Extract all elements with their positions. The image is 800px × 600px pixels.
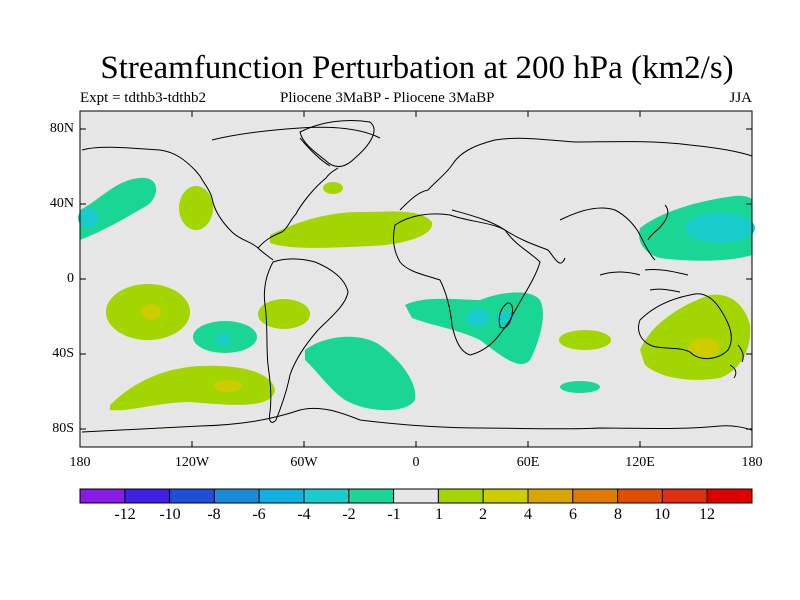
lat-label-40s: 40S bbox=[52, 346, 74, 361]
anomaly-south-pacific-core bbox=[215, 334, 231, 344]
colorbar-label: 8 bbox=[614, 506, 622, 523]
colorbar-swatch bbox=[303, 488, 350, 504]
experiment-label: Expt = tdthb3-tdthb2 bbox=[80, 90, 206, 106]
coastlines bbox=[81, 119, 753, 433]
lat-label-80s: 80S bbox=[52, 421, 74, 436]
anomaly-australia-core bbox=[688, 338, 720, 358]
anomaly-east-pacific-core bbox=[141, 304, 161, 320]
colorbar-swatch bbox=[213, 488, 260, 504]
anomaly-south-indian-positive bbox=[559, 330, 611, 350]
anomaly-fields bbox=[78, 177, 755, 411]
lon-label-120w: 120W bbox=[174, 455, 210, 470]
colorbar-swatch bbox=[393, 488, 439, 504]
coast-north-america bbox=[81, 126, 381, 261]
coast-indonesia bbox=[599, 269, 689, 293]
anomaly-north-pacific-core bbox=[78, 208, 98, 228]
colorbar-swatch bbox=[169, 488, 215, 504]
coast-south-america bbox=[263, 258, 349, 423]
coast-madagascar bbox=[498, 302, 513, 329]
colorbar-label: 4 bbox=[524, 506, 532, 523]
anomaly-west-pacific-core bbox=[685, 213, 755, 243]
anomaly-south-indian-negative bbox=[560, 381, 600, 393]
colorbar-swatch bbox=[527, 488, 574, 504]
season-label: JJA bbox=[729, 90, 752, 106]
colorbar-swatch bbox=[124, 488, 171, 504]
colorbar-swatch bbox=[348, 488, 395, 504]
colorbar-swatch bbox=[706, 488, 753, 504]
anomaly-australia bbox=[640, 294, 751, 380]
period-label: Pliocene 3MaBP - Pliocene 3MaBP bbox=[280, 90, 495, 106]
coast-africa bbox=[392, 213, 541, 356]
anomaly-south-atlantic bbox=[305, 336, 416, 411]
colorbar-swatch bbox=[482, 488, 529, 504]
colorbar-label: 12 bbox=[699, 506, 715, 523]
colorbar-swatch bbox=[437, 488, 484, 504]
colorbar-swatch bbox=[572, 488, 619, 504]
lat-tick-marks bbox=[80, 128, 752, 430]
anomaly-indian-ocean bbox=[405, 292, 543, 365]
colorbar-label: 10 bbox=[654, 506, 670, 523]
colorbar-swatch bbox=[661, 488, 708, 504]
colorbar-label: -10 bbox=[159, 506, 181, 523]
anomaly-southern-pacific-core bbox=[214, 380, 242, 392]
colorbar-label: -2 bbox=[342, 506, 356, 523]
lon-label-0: 0 bbox=[412, 455, 420, 470]
colorbar-label: 2 bbox=[479, 506, 487, 523]
colorbar-swatch bbox=[258, 488, 305, 504]
lon-label-180e: 180 bbox=[741, 455, 763, 470]
anomaly-indian-ocean-core bbox=[466, 309, 490, 327]
anomaly-tropical-atlantic bbox=[270, 211, 433, 248]
lon-label-120e: 120E bbox=[625, 455, 655, 470]
coast-japan bbox=[647, 204, 669, 241]
lat-label-40n: 40N bbox=[49, 196, 74, 211]
colorbar-label: -1 bbox=[387, 506, 401, 523]
colorbar bbox=[79, 488, 753, 504]
anomaly-south-america bbox=[258, 299, 310, 329]
colorbar-label: 6 bbox=[569, 506, 577, 523]
colorbar-label: -12 bbox=[114, 506, 136, 523]
colorbar-label: -8 bbox=[207, 506, 221, 523]
coast-eurasia bbox=[399, 137, 753, 264]
lon-label-60e: 60E bbox=[516, 455, 540, 470]
colorbar-swatch bbox=[79, 488, 126, 504]
lon-label-60w: 60W bbox=[290, 455, 318, 470]
lat-label-0: 0 bbox=[67, 271, 74, 286]
colorbar-label: -4 bbox=[297, 506, 311, 523]
coast-australia bbox=[637, 293, 732, 359]
anomaly-north-pacific bbox=[80, 177, 157, 240]
coast-greenland bbox=[299, 119, 375, 167]
coast-new-zealand bbox=[729, 344, 744, 379]
lon-label-180w: 180 bbox=[69, 455, 91, 470]
lat-label-80n: 80N bbox=[49, 121, 74, 136]
anomaly-southern-pacific bbox=[110, 365, 275, 411]
map-title: Streamfunction Perturbation at 200 hPa (… bbox=[100, 50, 734, 86]
lon-tick-marks bbox=[79, 111, 753, 447]
colorbar-swatch bbox=[617, 488, 663, 504]
colorbar-label: -6 bbox=[252, 506, 266, 523]
anomaly-west-us bbox=[179, 186, 213, 230]
coast-antarctica bbox=[81, 407, 753, 433]
colorbar-label: 1 bbox=[435, 506, 443, 523]
anomaly-north-atlantic-small bbox=[323, 182, 343, 194]
